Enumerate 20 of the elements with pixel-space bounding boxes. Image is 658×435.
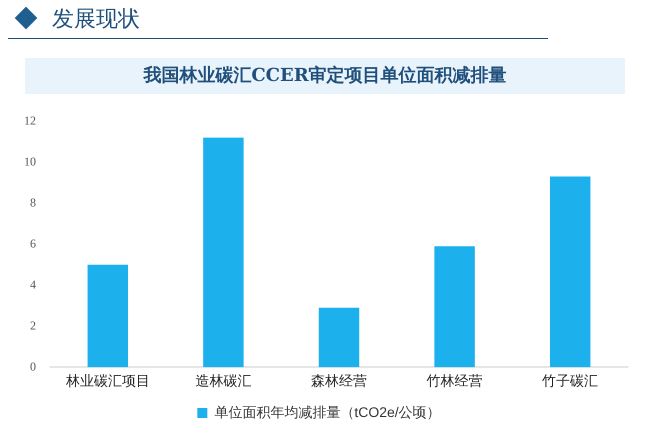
bar	[434, 246, 475, 368]
chart-title: 我国林业碳汇CCER审定项目单位面积减排量	[25, 58, 625, 94]
y-tick-label: 2	[30, 318, 36, 332]
x-tick-label: 竹林经营	[426, 372, 483, 388]
y-tick-label: 0	[30, 359, 36, 374]
y-tick-label: 8	[30, 195, 36, 210]
x-tick-label: 造林碳汇	[195, 372, 252, 388]
bar	[203, 138, 244, 368]
y-tick-label: 10	[24, 154, 36, 168]
text: 发展现状	[52, 6, 140, 34]
x-tick-label: 林业碳汇项目	[64, 372, 150, 388]
bar	[318, 308, 360, 368]
legend-label: 单位面积年均减排量（tCO2e/公顷）	[214, 404, 441, 420]
y-tick-label: 4	[30, 277, 36, 292]
bar	[550, 176, 590, 368]
y-tick-label: 12	[24, 113, 36, 128]
x-tick-label: 竹子碳汇	[542, 372, 598, 388]
x-tick-label: 森林经营	[311, 372, 367, 388]
y-tick-label: 6	[30, 236, 36, 250]
bar	[88, 264, 128, 368]
